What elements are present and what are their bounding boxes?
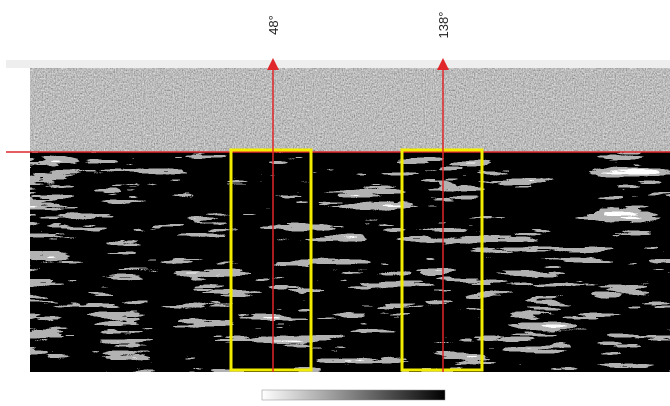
highlight-box <box>229 148 313 372</box>
angle-label: 48° <box>266 15 281 35</box>
trace-header <box>6 60 670 68</box>
angle-label: 138° <box>436 12 451 39</box>
colorbar <box>261 389 446 401</box>
highlight-box <box>400 148 484 372</box>
noise-zone <box>30 68 670 152</box>
seismic-section <box>30 152 670 372</box>
